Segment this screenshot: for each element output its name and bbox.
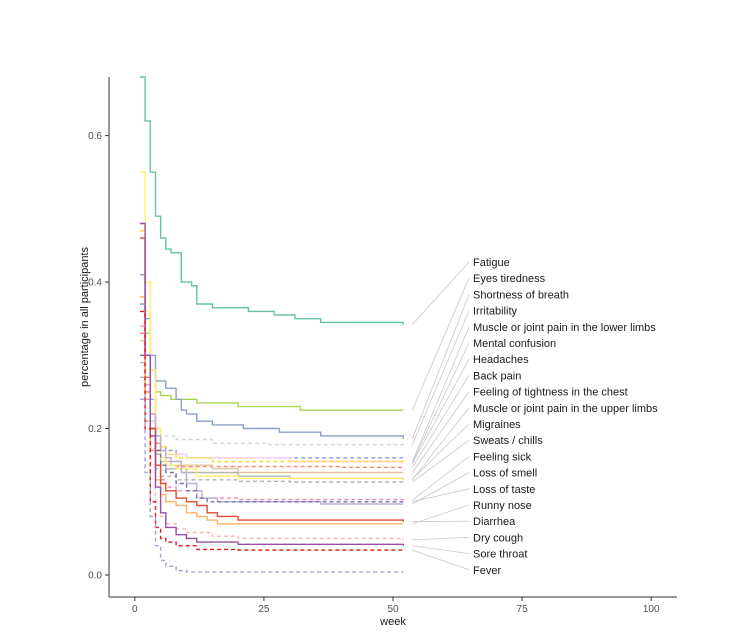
legend-label-irritability: Irritability bbox=[473, 306, 518, 318]
y-tick-label: 0.0 bbox=[88, 571, 102, 582]
legend-connector-sore-throat bbox=[412, 545, 470, 554]
legend-connector-runny-nose bbox=[412, 504, 470, 525]
series-line-migraines bbox=[140, 171, 404, 480]
legend-connector-loss-of-taste bbox=[412, 488, 470, 503]
legend-connector-irritability bbox=[411, 310, 470, 445]
legend-connector-eyes-tiredness bbox=[411, 278, 470, 411]
series-line-muscle-or-joint-pain-in-the-upper-limbs bbox=[140, 361, 404, 480]
legend-label-fever: Fever bbox=[473, 565, 501, 577]
legend: Fatigue Eyes tiredness Shortness of breath… bbox=[473, 257, 658, 577]
legend-connector-migraines bbox=[412, 423, 470, 480]
series-line-mental-confusion bbox=[140, 340, 404, 463]
y-axis-ticks: 0.0 0.2 0.4 0.6 bbox=[88, 131, 109, 582]
legend-label-feeling-of-tightness-in-the-chest: Feeling of tightness in the chest bbox=[473, 387, 628, 399]
legend-connector-loss-of-smell bbox=[412, 472, 470, 505]
legend-connector-feeling-sick bbox=[412, 456, 470, 501]
legend-label-migraines: Migraines bbox=[473, 419, 521, 431]
legend-label-diarrhea: Diarrhea bbox=[473, 516, 516, 528]
legend-label-loss-of-smell: Loss of smell bbox=[473, 468, 537, 480]
legend-label-runny-nose: Runny nose bbox=[473, 500, 532, 512]
x-tick-label: 25 bbox=[258, 604, 270, 615]
legend-label-eyes-tiredness: Eyes tiredness bbox=[473, 273, 546, 285]
legend-label-shortness-of-breath: Shortness of breath bbox=[473, 289, 569, 301]
series-line-muscle-or-joint-pain-in-the-lower-limbs bbox=[140, 303, 404, 462]
legend-connectors bbox=[411, 261, 470, 571]
legend-connector-headaches bbox=[411, 359, 470, 464]
legend-label-muscle-or-joint-pain-in-the-upper-limbs: Muscle or joint pain in the upper limbs bbox=[473, 403, 658, 415]
x-tick-label: 100 bbox=[643, 604, 660, 615]
series-line-headaches bbox=[140, 230, 404, 464]
series-line-dry-cough bbox=[140, 325, 404, 540]
legend-label-sweats-chills: Sweats / chills bbox=[473, 435, 543, 447]
legend-connector-sweats-chills bbox=[412, 439, 470, 483]
legend-label-feeling-sick: Feeling sick bbox=[473, 451, 532, 463]
legend-label-headaches: Headaches bbox=[473, 354, 529, 366]
legend-connector-back-pain bbox=[411, 375, 470, 468]
x-tick-label: 0 bbox=[132, 604, 138, 615]
legend-connector-dry-cough bbox=[412, 537, 470, 541]
legend-connector-mental-confusion bbox=[411, 342, 470, 463]
series-line-eyes-tiredness bbox=[140, 296, 404, 411]
legend-label-sore-throat: Sore throat bbox=[473, 549, 527, 561]
legend-connector-fatigue bbox=[412, 261, 470, 325]
legend-label-back-pain: Back pain bbox=[473, 370, 521, 382]
series-line-feeling-sick bbox=[140, 325, 404, 501]
series-line-back-pain bbox=[140, 332, 404, 469]
legend-label-muscle-or-joint-pain-in-the-lower-limbs: Muscle or joint pain in the lower limbs bbox=[473, 322, 656, 334]
series-line-unlabeled bbox=[140, 398, 404, 573]
series-line-shortness-of-breath bbox=[140, 274, 404, 439]
series-line-sweats-chills bbox=[140, 376, 404, 483]
series-lines bbox=[140, 76, 404, 573]
y-axis-title: percentage in all participants bbox=[79, 246, 91, 387]
x-axis-title: week bbox=[379, 616, 406, 628]
legend-connector-fever bbox=[412, 549, 470, 571]
legend-label-dry-cough: Dry cough bbox=[473, 532, 523, 544]
legend-connector-muscle-or-joint-pain-in-the-upper-limbs bbox=[412, 407, 470, 481]
legend-connector-muscle-or-joint-pain-in-the-lower-limbs bbox=[411, 326, 470, 462]
y-tick-label: 0.4 bbox=[88, 278, 102, 289]
x-tick-label: 75 bbox=[517, 604, 529, 615]
legend-label-mental-confusion: Mental confusion bbox=[473, 338, 556, 350]
legend-label-fatigue: Fatigue bbox=[473, 257, 510, 269]
series-line-fatigue bbox=[140, 76, 404, 325]
series-line-sore-throat bbox=[140, 222, 404, 546]
legend-connector-shortness-of-breath bbox=[411, 294, 470, 439]
x-tick-label: 50 bbox=[387, 604, 399, 615]
x-axis-ticks: 0 25 50 75 100 bbox=[132, 597, 660, 615]
legend-label-loss-of-taste: Loss of taste bbox=[473, 484, 535, 496]
series-line-loss-of-smell bbox=[140, 354, 404, 505]
y-tick-label: 0.6 bbox=[88, 131, 102, 142]
y-tick-label: 0.2 bbox=[88, 424, 102, 435]
series-line-fever bbox=[140, 310, 404, 551]
legend-connector-feeling-of-tightness-in-the-chest bbox=[411, 391, 470, 473]
